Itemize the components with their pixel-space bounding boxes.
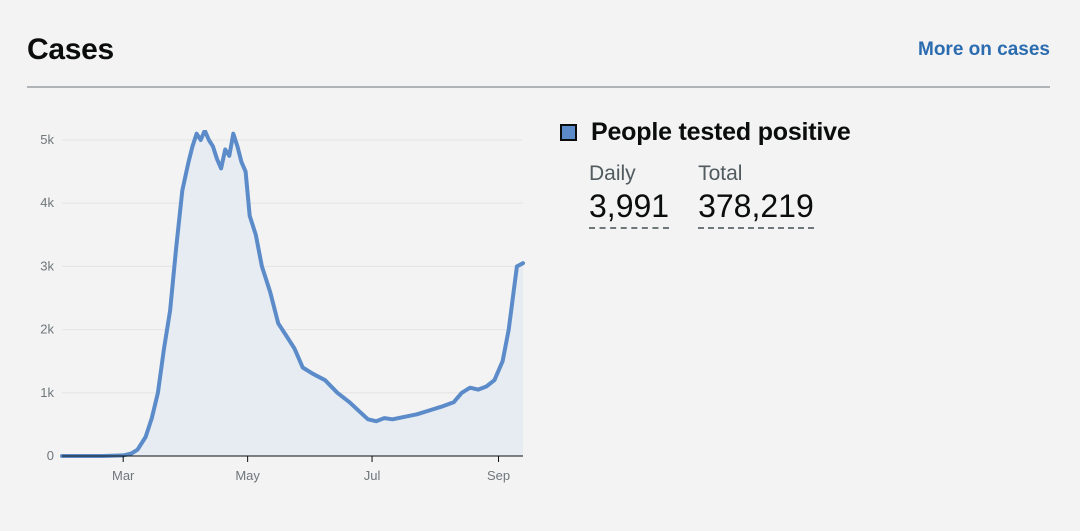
y-tick-label: 5k: [40, 132, 54, 147]
y-tick-label: 2k: [40, 322, 54, 337]
y-tick-label: 4k: [40, 195, 54, 210]
x-tick-label: Mar: [112, 468, 135, 483]
legend-label: People tested positive: [591, 118, 851, 146]
x-tick-label: Jul: [364, 468, 381, 483]
cases-area-chart: 0 1k 2k 3k 4k 5k Mar May Jul Sep: [40, 130, 525, 483]
total-stat: Total 378,219: [698, 161, 814, 229]
header-divider: [27, 86, 1050, 88]
more-on-cases-link[interactable]: More on cases: [918, 39, 1050, 60]
y-tick-label: 1k: [40, 385, 54, 400]
daily-label: Daily: [589, 162, 636, 185]
section-title: Cases: [27, 33, 114, 66]
daily-stat: Daily 3,991: [589, 161, 670, 229]
total-value[interactable]: 378,219: [698, 187, 814, 229]
legend-swatch: [560, 124, 577, 141]
series-line: [60, 130, 525, 458]
metric-legend: People tested positive Daily 3,991 Total…: [560, 118, 851, 229]
y-tick-label: 3k: [40, 258, 54, 273]
x-tick-label: May: [235, 468, 260, 483]
series-area: [62, 130, 523, 456]
daily-value[interactable]: 3,991: [589, 187, 670, 229]
x-tick-label: Sep: [487, 468, 510, 483]
total-label: Total: [698, 162, 743, 185]
y-tick-label: 0: [47, 448, 54, 463]
